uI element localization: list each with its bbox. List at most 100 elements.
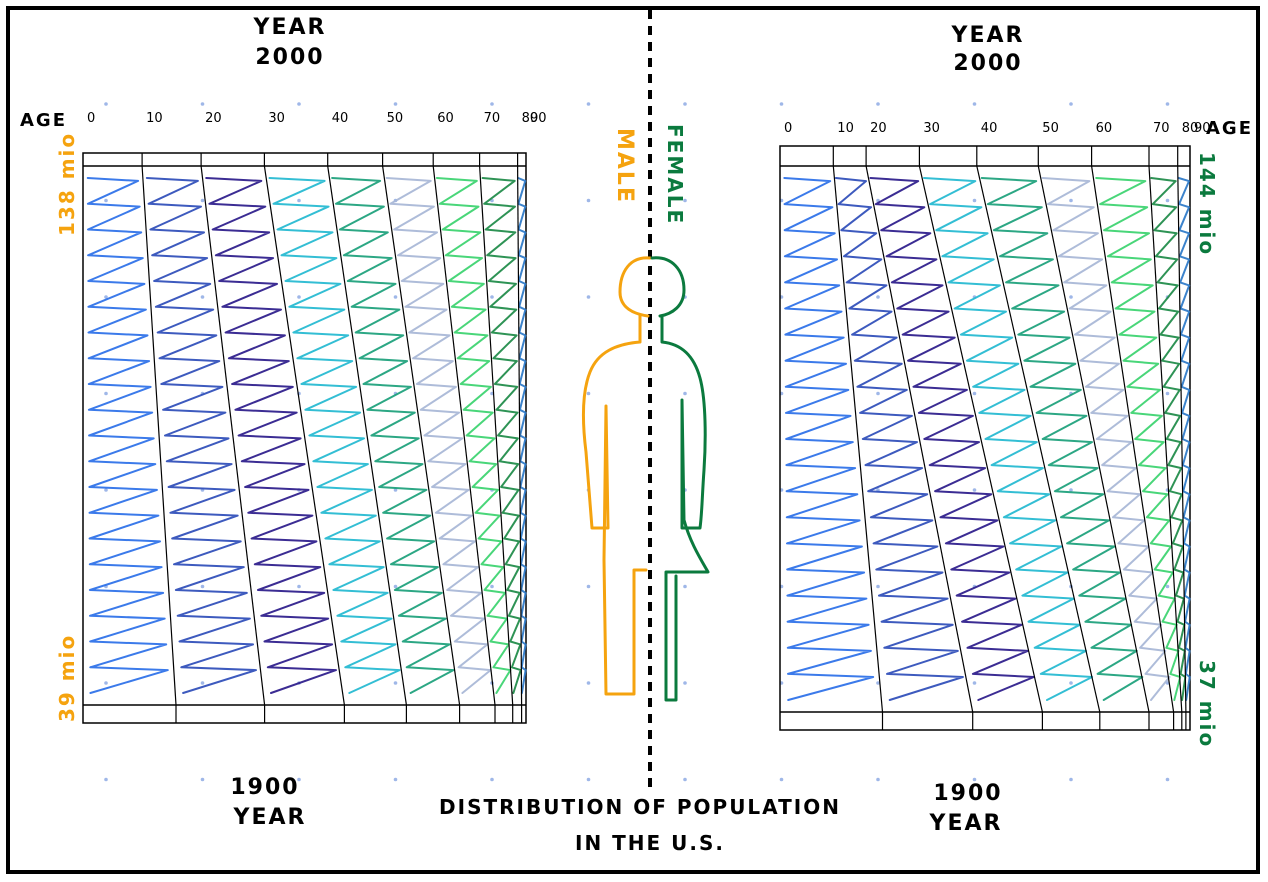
grid-dot <box>200 584 205 589</box>
grid-dot <box>1165 102 1170 106</box>
female-age-band <box>834 177 964 701</box>
grid-dot <box>104 488 108 492</box>
male-age-band <box>481 177 522 694</box>
outer-border <box>6 6 1260 874</box>
male-age-band <box>435 177 512 694</box>
grid-dot <box>104 391 108 396</box>
grid-dot <box>876 102 880 106</box>
grid-dot <box>586 102 591 106</box>
female-age-tick: 80 <box>1182 121 1199 136</box>
female-age-band <box>869 177 1035 701</box>
female-age-tick: 90 <box>1194 121 1211 136</box>
female-age-tick: 10 <box>837 121 854 136</box>
grid-dot <box>683 102 687 106</box>
grid-dot <box>972 777 977 782</box>
male-bottom-year-label-line1: 1900 <box>230 775 299 800</box>
grid-dot <box>104 295 108 299</box>
female-bottom-year-label-line1: 1900 <box>933 781 1002 806</box>
grid-dot <box>1165 777 1170 782</box>
male-band-divider <box>200 165 266 706</box>
female-age-tick: 0 <box>784 121 792 136</box>
grid-dot <box>586 681 591 685</box>
female-band-divider <box>1091 165 1175 713</box>
male-age-band <box>268 177 401 694</box>
grid-dot <box>490 777 494 782</box>
grid-dot <box>393 295 398 299</box>
male-age-tick: 20 <box>205 111 222 126</box>
grid-dot <box>876 681 880 685</box>
grid-dot <box>297 198 301 203</box>
grid-dot <box>1069 198 1073 203</box>
male-bottom-total-label: 39 mio <box>55 634 79 722</box>
male-band-divider <box>479 165 514 706</box>
male-age-tick: 90 <box>530 111 547 126</box>
male-age-tick: 0 <box>87 111 95 126</box>
female-top-year-label-line1: YEAR <box>951 23 1025 48</box>
male-age-tick: 80 <box>522 111 539 126</box>
male-age-band <box>205 177 337 694</box>
male-age-tick: 40 <box>332 111 349 126</box>
female-band-dividers <box>832 146 1187 730</box>
male-head-outline <box>618 256 652 318</box>
grid-dot <box>393 584 398 589</box>
female-head-outline <box>650 256 686 318</box>
grid-dot <box>779 102 784 106</box>
grid-dot <box>1069 681 1073 685</box>
grid-dot <box>972 488 977 492</box>
grid-dot <box>490 391 494 396</box>
grid-dot <box>586 584 591 589</box>
female-side-label: FEMALE <box>663 124 687 225</box>
female-plot-frame <box>779 145 1191 731</box>
female-age-bands <box>783 177 1191 701</box>
female-band-divider <box>865 165 974 713</box>
grid-dot <box>297 102 301 106</box>
female-age-tick: 60 <box>1096 121 1113 136</box>
grid-dot <box>683 584 687 589</box>
grid-dot <box>876 777 880 782</box>
grid-dot <box>779 777 784 782</box>
grid-dot <box>393 488 398 492</box>
grid-dot <box>876 584 880 589</box>
grid-dot <box>972 391 977 396</box>
grid-dot <box>104 681 108 685</box>
female-age-band <box>980 177 1144 701</box>
male-age-band <box>385 177 492 694</box>
grid-dot <box>490 102 494 106</box>
male-age-band <box>86 177 169 694</box>
grid-dot <box>972 102 977 106</box>
grid-dot <box>297 584 301 589</box>
male-band-divider <box>141 165 177 706</box>
grid-dot <box>876 295 880 299</box>
grid-dot <box>297 777 301 782</box>
chart-title-line1: DISTRIBUTION OF POPULATION <box>439 795 841 819</box>
male-band-divider <box>516 165 523 706</box>
female-age-tick: 30 <box>923 121 940 136</box>
male-side-label: MALE <box>612 128 637 204</box>
grid-dot <box>200 198 205 203</box>
female-age-band <box>1177 177 1191 701</box>
female-age-tick: 70 <box>1153 121 1170 136</box>
grid-dot <box>393 777 398 782</box>
grid-dot <box>586 391 591 396</box>
female-age-band <box>1041 177 1171 701</box>
male-top-year-label-line2: 2000 <box>255 45 324 70</box>
male-age-tick: 10 <box>146 111 163 126</box>
grid-dot <box>1069 102 1073 106</box>
female-top-year-label-line2: 2000 <box>953 51 1022 76</box>
female-band-divider <box>1037 165 1150 713</box>
male-bottom-year-label-line2: YEAR <box>233 805 307 830</box>
female-age-tick: 40 <box>981 121 998 136</box>
male-body-outline <box>581 314 648 696</box>
male-age-tick: 60 <box>437 111 454 126</box>
grid-dot <box>104 777 108 782</box>
male-band-divider <box>382 165 461 706</box>
grid-dot <box>393 681 398 685</box>
female-age-band <box>923 177 1094 701</box>
male-age-tick: 70 <box>484 111 501 126</box>
grid-dot <box>200 777 205 782</box>
female-top-total-label: 144 mio <box>1195 152 1219 256</box>
